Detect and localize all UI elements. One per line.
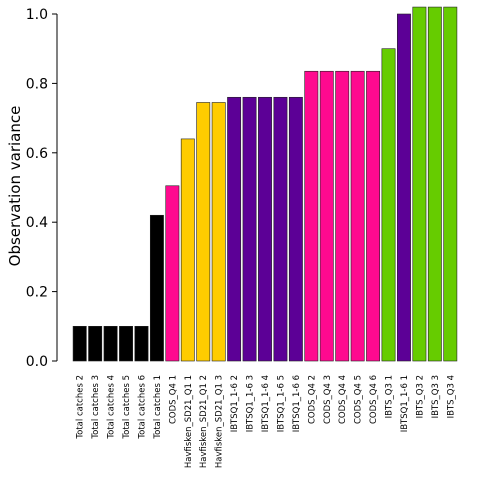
x-tick-label: Total catches 6 [137,375,147,440]
bar [180,138,195,362]
bar [288,96,303,362]
x-tick-label: Total catches 4 [107,375,117,440]
x-tick-label: Total catches 1 [153,375,163,440]
x-tick-label: IBTS_Q3 2 [415,375,425,418]
x-tick-label: IBTSQ1_1-6 6 [292,375,302,432]
y-tick-label: 0.6 [26,146,48,162]
x-tick-label: Total catches 2 [76,375,86,440]
x-tick-label: Havfisken_SD21_Q1 3 [215,375,225,468]
bar [412,6,427,362]
bar [397,13,411,362]
bar [103,325,118,362]
bar [88,325,103,362]
x-tick-label: CODS_Q4 2 [307,375,317,424]
bar [211,102,226,362]
x-tick-label: IBTS_Q3 1 [385,375,395,418]
bar [273,96,288,362]
bar [350,70,365,362]
bar [319,70,334,362]
y-tick-label: 0.0 [26,354,48,370]
x-tick-label: Total catches 3 [91,375,101,440]
x-tick-label: IBTSQ1_1-6 2 [230,375,240,432]
x-tick-label: IBTSQ1_1-6 4 [261,375,271,432]
bar [227,96,242,362]
bar [72,325,87,362]
x-tick-label: IBTSQ1_1-6 3 [246,375,256,432]
bar [196,102,211,362]
x-tick-label: CODS_Q4 3 [323,375,333,424]
x-tick-labels: Total catches 2 Total catches 3 Total catc… [76,375,457,468]
bars [72,6,458,362]
x-tick-label: CODS_Q4 1 [168,375,178,424]
x-tick-label: CODS_Q4 6 [369,375,379,424]
bar [134,325,149,362]
y-tick-label: 0.8 [26,76,48,92]
x-tick-label: IBTSQ1_1-6 1 [400,375,410,432]
bar [119,325,133,362]
bar [335,70,350,362]
x-tick-label: IBTS_Q3 4 [446,375,456,418]
y-tick-label: 0.2 [26,285,48,301]
x-tick-label: CODS_Q4 4 [338,375,348,424]
y-tick-label: 0.4 [26,215,48,231]
bar [149,214,164,362]
y-axis: 0.0 0.2 0.4 0.6 0.8 1.0 [26,7,58,370]
x-tick-label: IBTS_Q3 3 [431,375,441,418]
x-tick-label: Havfisken_SD21_Q1 2 [199,375,209,468]
bar [366,70,381,362]
bar [427,6,442,362]
x-tick-label: IBTSQ1_1-6 5 [276,375,286,432]
y-axis-label: Observation variance [6,106,24,267]
bar [381,48,396,362]
x-tick-label: Havfisken_SD21_Q1 1 [184,375,194,468]
x-tick-label: CODS_Q4 5 [354,375,364,424]
bar [165,185,180,362]
y-tick-label: 1.0 [26,7,48,23]
bar [258,96,272,362]
bar [304,70,319,362]
bar [242,96,257,362]
x-tick-label: Total catches 5 [122,375,132,440]
bar [443,6,458,362]
